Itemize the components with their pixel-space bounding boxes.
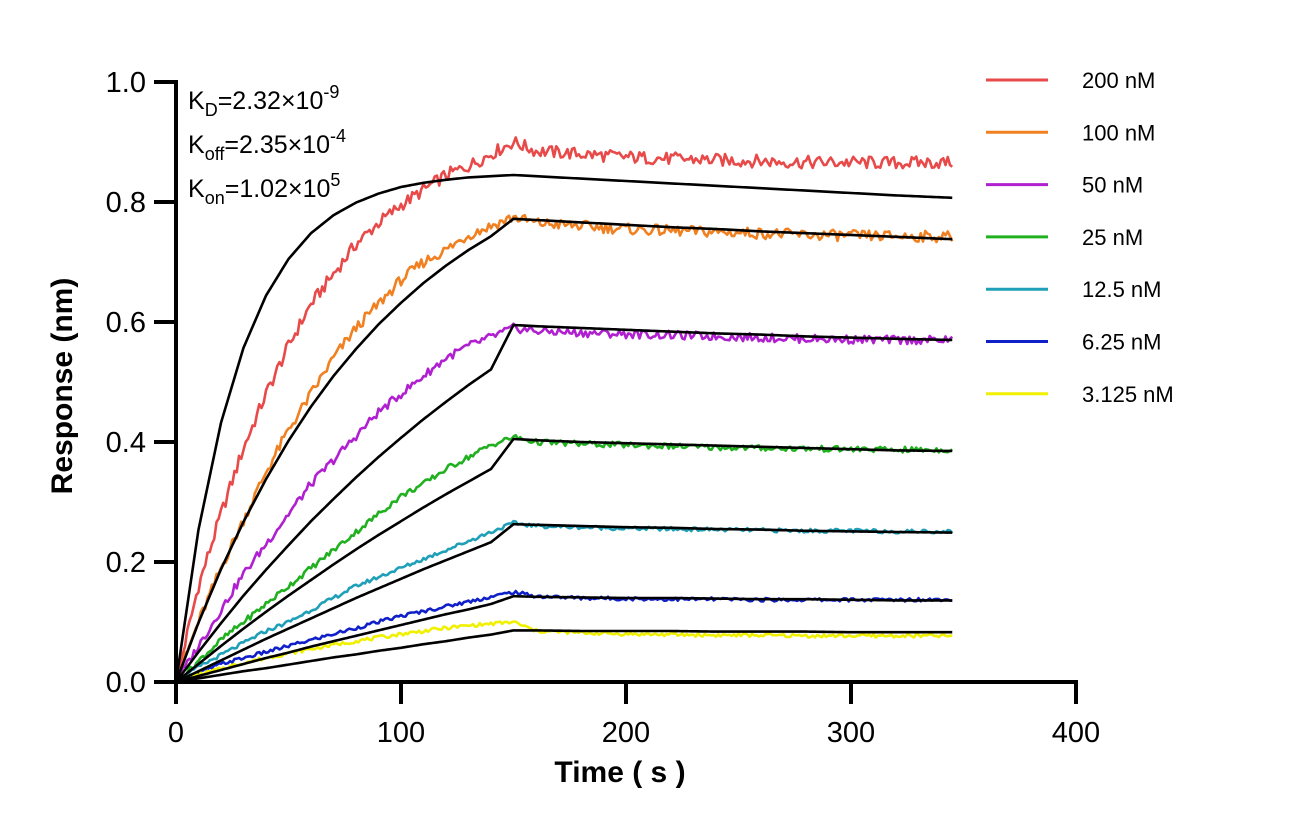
legend-label-6-25-nM: 6.25 nM xyxy=(1082,330,1162,355)
fit-line-12-5-nM xyxy=(175,522,953,684)
x-axis-title: Time ( s ) xyxy=(554,756,685,789)
x-tick-label: 100 xyxy=(377,717,425,749)
legend: 200 nM 100 nM 50 nM 25 nM 12.5 nM 6.25 nM 3.12… xyxy=(986,68,1174,407)
y-tick-label: 0.0 xyxy=(106,667,146,699)
fit-line-3-125-nM xyxy=(175,629,953,684)
series-line-50-nM xyxy=(174,322,954,683)
y-tick-label: 1.0 xyxy=(106,67,146,99)
fit-line-6-25-nM xyxy=(175,594,953,684)
kinetic-annotation-off: Koff=2.35×10-4 xyxy=(188,126,346,164)
x-tick-label: 300 xyxy=(827,717,875,749)
legend-label-50-nM: 50 nM xyxy=(1082,173,1143,198)
legend-label-3-125-nM: 3.125 nM xyxy=(1082,382,1174,407)
axes-layer: 0.0 0.2 0.4 0.6 0.8 1.0 0 100 200 300 400 xyxy=(106,67,1101,749)
kinetic-annotation-d: KD=2.32×10-9 xyxy=(188,82,339,120)
y-tick-label: 0.6 xyxy=(106,307,146,339)
fit-line-50-nM xyxy=(174,323,953,683)
y-tick-label: 0.2 xyxy=(106,547,146,579)
x-tick-label: 400 xyxy=(1052,717,1100,749)
fit-line-100-nM xyxy=(174,217,953,683)
fit-line-25-nM xyxy=(175,437,953,684)
x-tick-label: 200 xyxy=(602,717,650,749)
legend-label-100-nM: 100 nM xyxy=(1082,120,1155,145)
x-tick-label: 0 xyxy=(168,717,184,749)
annotation-layer: KD=2.32×10-9 Koff=2.35×10-4 Kon=1.02×105 xyxy=(188,82,346,208)
y-tick-label: 0.4 xyxy=(106,427,146,459)
kinetic-annotation-on: Kon=1.02×105 xyxy=(188,170,340,208)
legend-label-12-5-nM: 12.5 nM xyxy=(1082,277,1162,302)
legend-label-25-nM: 25 nM xyxy=(1082,225,1143,250)
fit-line-200-nM xyxy=(174,173,953,683)
fit-layer xyxy=(174,173,953,684)
y-axis-title: Response (nm) xyxy=(46,278,79,495)
series-line-200-nM xyxy=(174,136,954,683)
legend-label-200-nM: 200 nM xyxy=(1082,68,1155,93)
y-tick-label: 0.8 xyxy=(106,187,146,219)
